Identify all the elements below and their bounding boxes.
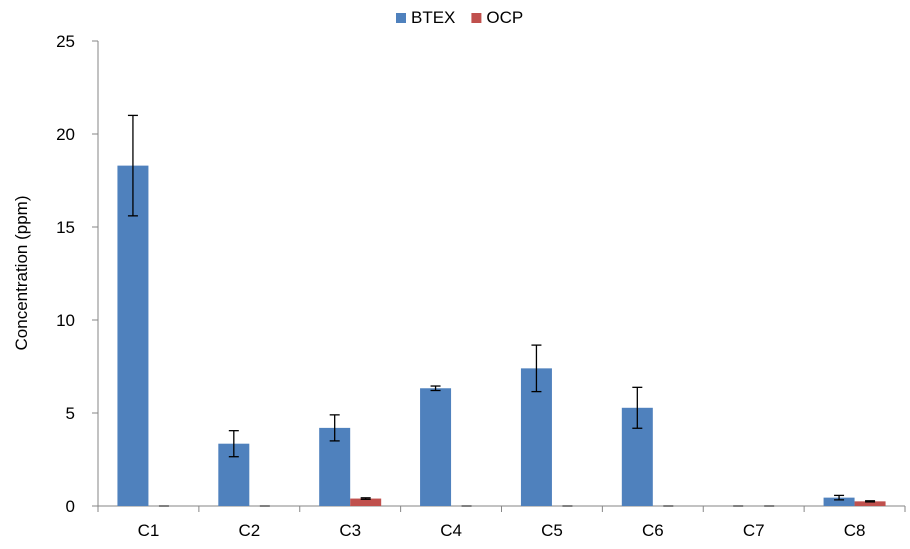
bar-btex-c1 <box>117 165 149 506</box>
bar-ocp-c3 <box>350 498 382 506</box>
legend-label: OCP <box>486 8 523 27</box>
legend-swatch <box>396 13 406 23</box>
bar-btex-c4 <box>420 388 452 506</box>
y-axis-title: Concentration (ppm) <box>12 196 31 351</box>
y-tick-label: 5 <box>66 404 75 423</box>
y-tick-label: 0 <box>66 497 75 516</box>
x-axis: C1 C2 C3 C4 C5 C6 C7 C8 <box>97 505 906 540</box>
legend-label: BTEX <box>411 8 455 27</box>
bars <box>117 165 886 506</box>
x-tick-label: C3 <box>339 521 361 540</box>
x-tick-label: C2 <box>238 521 260 540</box>
y-tick-label: 10 <box>56 311 75 330</box>
x-tick-label: C5 <box>541 521 563 540</box>
legend: BTEX OCP <box>396 8 523 27</box>
x-tick-label: C8 <box>844 521 866 540</box>
y-axis: 0 5 10 15 20 25 <box>56 32 99 516</box>
y-tick-label: 20 <box>56 125 75 144</box>
y-tick-label: 15 <box>56 218 75 237</box>
y-tick-label: 25 <box>56 32 75 51</box>
bar-btex-c8 <box>823 497 855 506</box>
error-bars <box>127 114 876 507</box>
bar-ocp-c8 <box>854 501 886 506</box>
x-tick-label: C6 <box>642 521 664 540</box>
x-tick-label: C1 <box>138 521 160 540</box>
legend-swatch <box>471 13 482 23</box>
x-tick-label: C7 <box>743 521 765 540</box>
x-tick-label: C4 <box>440 521 462 540</box>
